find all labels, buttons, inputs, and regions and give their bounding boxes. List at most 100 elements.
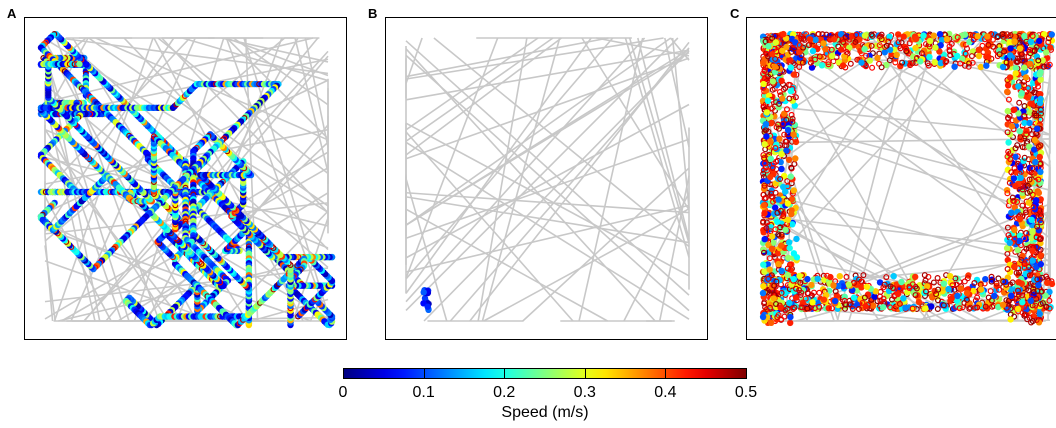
speed-point bbox=[948, 295, 955, 302]
speed-point bbox=[790, 306, 797, 313]
speed-point bbox=[870, 302, 877, 309]
speed-point bbox=[959, 55, 966, 62]
speed-point bbox=[1048, 31, 1055, 38]
path-segment bbox=[141, 141, 329, 322]
speed-point bbox=[930, 279, 937, 286]
speed-point bbox=[778, 150, 785, 158]
speed-point bbox=[767, 228, 774, 235]
speed-point bbox=[778, 231, 785, 238]
speed-point bbox=[776, 276, 783, 284]
speed-point bbox=[866, 57, 873, 64]
speed-point bbox=[1027, 280, 1034, 287]
speed-point bbox=[1016, 99, 1023, 106]
speed-point bbox=[940, 302, 947, 309]
speed-point bbox=[775, 231, 782, 238]
speed-point bbox=[1000, 33, 1007, 40]
speed-point bbox=[221, 135, 228, 142]
path-segment bbox=[766, 215, 1051, 251]
path-segment bbox=[766, 37, 959, 225]
speed-point bbox=[1033, 125, 1041, 132]
speed-point bbox=[1007, 52, 1014, 59]
path-segment bbox=[157, 37, 329, 175]
speed-point bbox=[761, 155, 768, 162]
speed-point bbox=[1012, 145, 1019, 152]
speed-point bbox=[832, 288, 839, 295]
speed-point bbox=[770, 55, 777, 63]
speed-point bbox=[765, 128, 772, 135]
speed-point bbox=[859, 278, 866, 285]
speed-point bbox=[1036, 310, 1043, 318]
speed-point bbox=[1005, 148, 1012, 155]
path-segment bbox=[522, 167, 690, 322]
speed-point bbox=[1023, 245, 1030, 252]
speed-point bbox=[892, 59, 899, 66]
speed-point bbox=[1004, 82, 1012, 89]
speed-point bbox=[777, 224, 784, 231]
speed-point bbox=[778, 299, 785, 306]
speed-point bbox=[810, 289, 817, 296]
speed-point bbox=[1031, 146, 1038, 153]
speed-point bbox=[778, 242, 785, 249]
speed-point bbox=[1006, 297, 1013, 304]
speed-point bbox=[923, 288, 930, 295]
speed-point bbox=[1018, 51, 1025, 58]
path-segment bbox=[95, 37, 329, 141]
speed-point bbox=[1011, 226, 1018, 234]
speed-point bbox=[1020, 108, 1027, 115]
speed-point bbox=[1004, 224, 1011, 231]
speed-point bbox=[985, 294, 992, 301]
speed-point bbox=[772, 204, 779, 211]
path-segment bbox=[405, 138, 690, 240]
speed-point bbox=[790, 250, 798, 257]
speed-point bbox=[762, 194, 769, 201]
speed-point bbox=[778, 77, 785, 84]
path-segment bbox=[44, 267, 329, 303]
speed-point bbox=[781, 110, 788, 117]
speed-point bbox=[787, 319, 794, 327]
speed-point bbox=[760, 226, 767, 234]
speed-point bbox=[871, 293, 878, 300]
path-segment bbox=[117, 192, 329, 322]
speed-point bbox=[1042, 292, 1049, 299]
speed-point bbox=[775, 196, 782, 203]
speed-point bbox=[985, 41, 992, 48]
speed-point bbox=[900, 295, 907, 302]
speed-point bbox=[898, 278, 905, 286]
speed-point bbox=[761, 182, 768, 189]
path-segment bbox=[405, 37, 672, 226]
speed-point bbox=[1015, 279, 1022, 286]
path-segment bbox=[766, 214, 946, 322]
speed-point bbox=[917, 58, 924, 65]
speed-point bbox=[774, 314, 781, 321]
speed-point bbox=[784, 126, 792, 134]
path-segment bbox=[44, 235, 54, 322]
speed-point bbox=[780, 213, 787, 220]
speed-point bbox=[769, 50, 776, 58]
speed-point bbox=[913, 285, 920, 292]
speed-point bbox=[763, 219, 770, 226]
path-segment bbox=[766, 118, 1051, 191]
speed-point bbox=[796, 54, 804, 61]
speed-point bbox=[877, 293, 884, 300]
speed-point bbox=[1004, 250, 1011, 257]
path-segment bbox=[405, 37, 592, 294]
path-segment bbox=[405, 37, 423, 84]
speed-point bbox=[1037, 252, 1044, 259]
speed-point bbox=[1011, 263, 1018, 270]
speed-point bbox=[1021, 82, 1028, 89]
trajectory-panel-a bbox=[24, 17, 347, 340]
speed-point bbox=[776, 88, 783, 95]
speed-point bbox=[761, 141, 768, 148]
speed-point bbox=[895, 39, 902, 46]
speed-point bbox=[782, 138, 789, 145]
speed-point bbox=[836, 273, 843, 280]
speed-point bbox=[1007, 316, 1014, 323]
speed-point bbox=[936, 48, 943, 55]
speed-point bbox=[1011, 236, 1018, 243]
speed-point bbox=[1037, 106, 1044, 113]
speed-point bbox=[925, 62, 932, 69]
speed-point bbox=[1019, 292, 1026, 299]
speed-point bbox=[983, 62, 990, 69]
speed-point bbox=[762, 127, 769, 134]
speed-point bbox=[787, 87, 795, 95]
